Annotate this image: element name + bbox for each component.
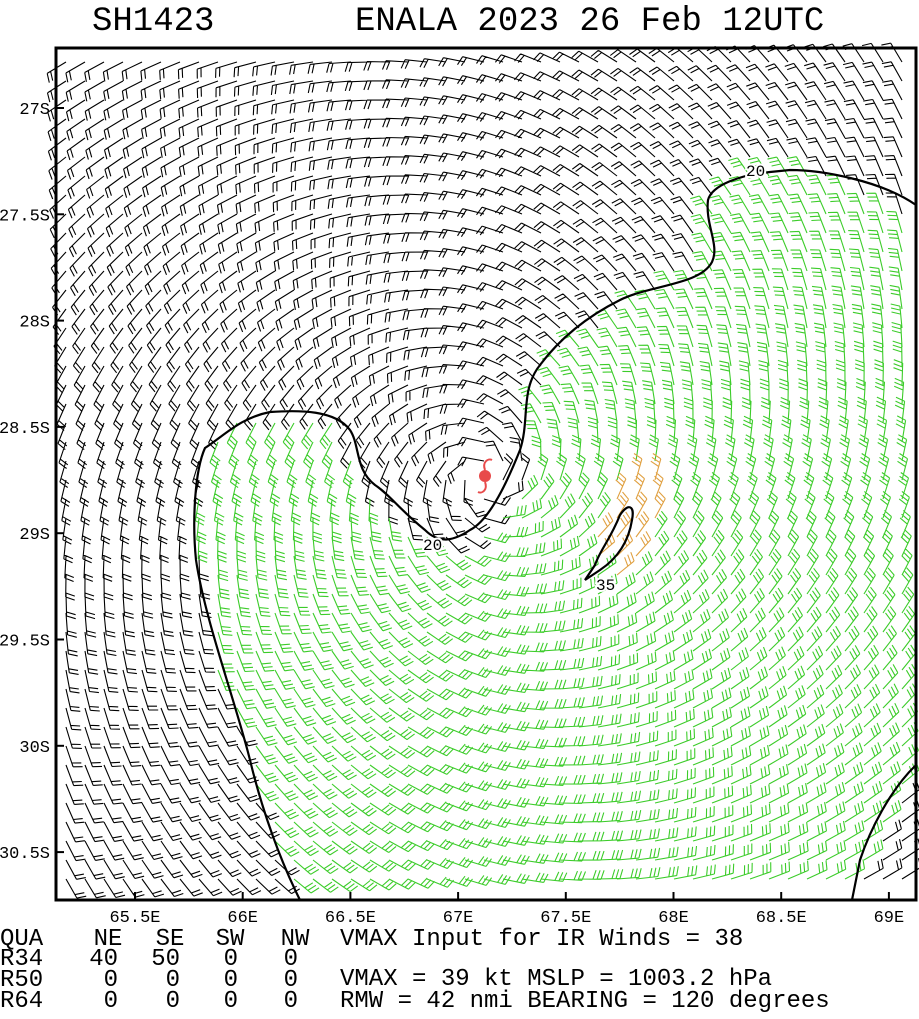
y-tick-label: 28.5S [0, 420, 50, 439]
table-cell: 0 [284, 988, 298, 1014]
table-header: SW [216, 926, 245, 953]
x-tick-label: 68.5E [756, 909, 807, 928]
contour-20-east [850, 764, 917, 901]
table-cell: 0 [284, 967, 298, 994]
table-cell: 0 [284, 946, 298, 973]
x-tick-label: 65.5E [109, 909, 160, 928]
table-cell: 0 [104, 967, 118, 994]
table-header: QUA [0, 926, 44, 953]
table-header: NW [281, 926, 310, 953]
contour-35 [584, 506, 634, 581]
axes: 65.5E 66E 66.5E 67E 67.5E 68E 68.5E 69E 27S 27.5S… [0, 101, 904, 928]
x-tick-label: 67.5E [540, 909, 591, 928]
table-cell: 0 [224, 967, 238, 994]
y-tick-label: 27.5S [0, 207, 50, 226]
barb-group [597, 453, 666, 576]
row-label: R50 [0, 967, 43, 994]
table-cell: 0 [104, 988, 118, 1014]
table-cell: 0 [224, 988, 238, 1014]
x-tick-label: 68E [658, 909, 689, 928]
storm-id: SH1423 [92, 3, 214, 41]
contour-20 [193, 168, 917, 901]
row-label: R64 [0, 988, 43, 1014]
info-line: RMW = 42 nmi BEARING = 120 degrees [340, 988, 830, 1014]
contour-labels: 20 20 35 [421, 161, 767, 597]
wind-barbs [46, 42, 919, 899]
contour-label: 35 [596, 577, 615, 595]
contour-label: 20 [423, 537, 442, 555]
table-cell: 0 [166, 967, 180, 994]
contours [193, 168, 917, 901]
x-tick-label: 67E [443, 909, 474, 928]
table-cell: 50 [151, 946, 180, 973]
table-cell: 0 [166, 988, 180, 1014]
barb-group [194, 156, 919, 894]
table-header: NE [94, 926, 123, 953]
y-tick-label: 28S [19, 314, 50, 333]
y-tick-label: 27S [19, 101, 50, 120]
table-cell: 0 [224, 946, 238, 973]
storm-symbol [477, 458, 493, 494]
x-tick-label: 66E [227, 909, 258, 928]
x-tick-label: 66.5E [325, 909, 376, 928]
y-tick-label: 30.5S [0, 845, 50, 864]
y-tick-label: 29.5S [0, 633, 50, 652]
contour-label: 20 [746, 163, 765, 181]
title: ENALA 2023 26 Feb 12UTC [355, 3, 824, 41]
table-cell: 40 [89, 946, 118, 973]
info-line: VMAX = 39 kt MSLP = 1003.2 hPa [340, 966, 772, 993]
info-line: VMAX Input for IR Winds = 38 [340, 926, 743, 953]
y-tick-label: 29S [19, 526, 50, 545]
table-header: SE [156, 926, 185, 953]
row-label: R34 [0, 946, 43, 973]
y-tick-label: 30S [19, 739, 50, 758]
x-tick-label: 69E [874, 909, 905, 928]
plot-frame [54, 46, 918, 902]
